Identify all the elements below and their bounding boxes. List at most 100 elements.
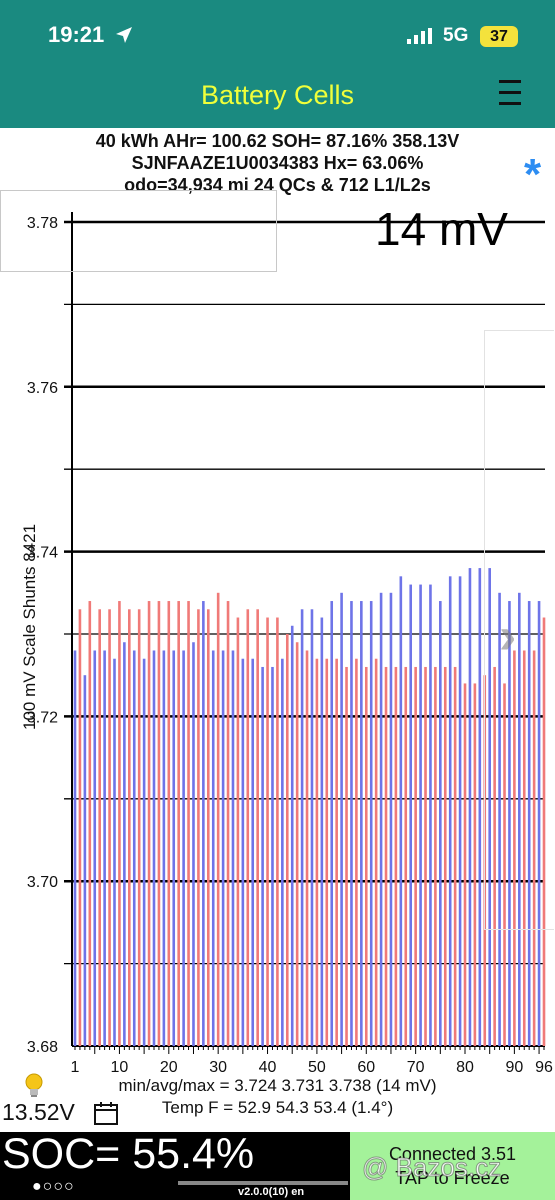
cell-bar xyxy=(271,666,274,1046)
temperature: Temp F = 52.9 54.3 53.4 (1.4°) xyxy=(161,1098,394,1117)
cell-bar xyxy=(488,568,491,1046)
cell-bar xyxy=(374,658,378,1046)
cell-bar xyxy=(409,584,413,1046)
cell-bar xyxy=(290,625,294,1046)
soc-panel[interactable] xyxy=(0,1132,350,1200)
lightbulb-icon[interactable] xyxy=(22,1072,46,1100)
cell-bar xyxy=(429,584,432,1046)
x-tick-label: 50 xyxy=(308,1059,326,1075)
status-time: 19:21 xyxy=(48,22,105,47)
cell-bar xyxy=(419,584,422,1046)
cell-bar xyxy=(345,666,348,1046)
cell-bar xyxy=(384,666,388,1046)
status-bar: 19:21 5G 37 xyxy=(0,0,555,64)
y-tick-label: 3.70 xyxy=(27,874,58,891)
cell-bar xyxy=(399,576,403,1046)
cell-bar xyxy=(83,675,87,1046)
cell-bar xyxy=(448,576,452,1046)
battery-icon: 37 xyxy=(480,26,518,47)
cell-bar xyxy=(315,658,319,1046)
cell-bar xyxy=(142,658,146,1046)
cell-bar xyxy=(443,666,447,1046)
cell-bar xyxy=(147,601,151,1046)
cell-bar xyxy=(78,609,82,1046)
cell-bar xyxy=(103,650,106,1046)
cell-bar xyxy=(216,592,220,1046)
cell-bar xyxy=(389,592,393,1046)
cell-bar xyxy=(276,617,279,1046)
cell-bar xyxy=(355,658,358,1046)
min-avg-max: min/avg/max = 3.724 3.731 3.738 (14 mV) xyxy=(118,1076,437,1095)
menu-icon[interactable] xyxy=(499,78,521,108)
cell-bar xyxy=(108,609,111,1046)
cell-bar xyxy=(364,666,368,1046)
cell-bar xyxy=(350,601,353,1046)
cell-bar xyxy=(177,601,180,1046)
scrollbar[interactable] xyxy=(178,1181,348,1185)
page-indicator[interactable]: ●○○○ xyxy=(32,1178,75,1195)
aux-battery-voltage: 13.52V xyxy=(2,1099,75,1125)
x-tick-label: 80 xyxy=(456,1059,474,1075)
cell-voltage-chart[interactable]: 3.78 3.76 3.74 3.72 3.70 3.68 1 10 20 30 40 50 60 70 8… xyxy=(0,180,555,1075)
y-axis-label: 100 mV Scale Shunts 8421 xyxy=(20,523,39,730)
cell-bar xyxy=(157,601,161,1046)
chevron-right-icon[interactable]: › xyxy=(499,607,517,665)
cell-bar xyxy=(236,617,240,1046)
version-label: v2.0.0(10) en xyxy=(238,1186,305,1198)
cell-bar xyxy=(206,609,210,1046)
cell-bar xyxy=(305,650,309,1046)
network-type: 5G xyxy=(443,25,469,46)
cell-bar xyxy=(231,650,235,1046)
x-tick-label: 60 xyxy=(357,1059,375,1075)
cell-bar xyxy=(187,601,190,1046)
cell-bar xyxy=(197,609,200,1046)
cell-bar xyxy=(503,683,506,1046)
cell-bar xyxy=(113,658,116,1046)
cell-bar xyxy=(152,650,156,1046)
cell-bar xyxy=(527,601,531,1046)
connection-status: Connected 3.51 xyxy=(388,1144,517,1164)
cell-bar xyxy=(98,609,101,1046)
cell-bar xyxy=(123,642,126,1046)
location-arrow-icon xyxy=(116,27,132,43)
cell-bar xyxy=(73,650,77,1046)
cell-bar xyxy=(172,650,176,1046)
cell-bar xyxy=(137,609,141,1046)
cell-bar xyxy=(118,601,121,1046)
watermark: @ Bazos.cz xyxy=(361,1152,502,1183)
x-tick-label: 1 xyxy=(71,1059,80,1075)
cell-bar xyxy=(404,666,408,1046)
cell-bar xyxy=(379,592,383,1046)
y-tick-label: 3.76 xyxy=(27,380,58,397)
x-tick-label: 20 xyxy=(160,1059,178,1075)
zoom-box[interactable] xyxy=(0,190,277,272)
freeze-hint: TAP to Freeze xyxy=(395,1168,510,1188)
calendar-icon[interactable] xyxy=(93,1100,119,1126)
info-line-1: 40 kWh AHr= 100.62 SOH= 87.16% 358.13V xyxy=(95,131,460,151)
cell-bar xyxy=(498,592,501,1046)
cell-bar xyxy=(221,650,225,1046)
cell-bar xyxy=(256,609,259,1046)
cell-bar xyxy=(310,609,314,1046)
cell-bar xyxy=(162,650,166,1046)
y-tick-label: 3.68 xyxy=(27,1039,58,1056)
asterisk-icon[interactable]: * xyxy=(524,150,542,199)
cell-bar xyxy=(330,601,334,1046)
cell-bar xyxy=(537,601,541,1046)
cell-bar xyxy=(369,601,373,1046)
cell-bar xyxy=(458,576,462,1046)
cell-bar xyxy=(211,650,215,1046)
connection-button[interactable]: Connected 3.51 TAP to Freeze xyxy=(350,1132,555,1200)
y-tick-label: 3.74 xyxy=(27,545,58,562)
cell-bar xyxy=(424,666,427,1046)
cell-bar xyxy=(439,601,442,1046)
page-title: Battery Cells xyxy=(200,80,355,110)
cell-bar xyxy=(167,601,171,1046)
side-panel-handle[interactable] xyxy=(484,330,554,930)
cell-bar xyxy=(473,683,477,1046)
cell-bar xyxy=(88,601,92,1046)
x-tick-label: 90 xyxy=(505,1059,523,1075)
x-tick-label: 40 xyxy=(259,1059,277,1075)
cell-bar xyxy=(325,658,329,1046)
x-tick-label: 96 xyxy=(535,1059,553,1075)
